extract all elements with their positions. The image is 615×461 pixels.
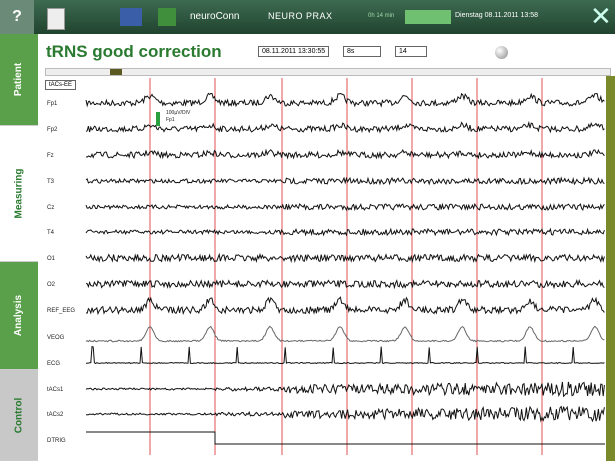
trace <box>85 202 605 212</box>
trace <box>85 278 605 290</box>
channel-label: ECG <box>47 361 60 367</box>
brand: neuroConn <box>190 11 240 22</box>
channel-label: VEOG <box>47 335 65 341</box>
trace <box>85 252 605 264</box>
trace <box>85 148 605 160</box>
scroll-thumb[interactable] <box>110 69 122 75</box>
trace <box>86 431 605 445</box>
right-bar <box>606 76 615 461</box>
montage-select[interactable]: tACs-EE <box>45 80 77 90</box>
trace <box>85 176 605 186</box>
save-icon[interactable] <box>120 8 142 26</box>
toolbar: ? neuroConn NEURO PRAX 0h 14 min Diensta… <box>0 0 615 34</box>
trace <box>85 345 605 365</box>
channel-label: T4 <box>47 230 55 236</box>
channel-label: DTRIG <box>47 438 66 444</box>
channel-label: O2 <box>47 282 56 288</box>
trace <box>85 92 605 108</box>
channel-label: Fz <box>47 153 54 159</box>
trace <box>85 120 605 134</box>
window-field[interactable]: 8s <box>343 46 381 57</box>
channel-label: REF_EEG <box>47 308 75 314</box>
scale-channel: Fp1 <box>166 117 175 123</box>
scale-label: 100µV/DIV <box>166 110 191 116</box>
channel-label: Fp1 <box>47 101 58 107</box>
channel-label: Fp2 <box>47 127 58 133</box>
channel-label: tACs1 <box>47 387 64 393</box>
trace <box>85 405 605 423</box>
progress <box>405 10 451 24</box>
scale-bar <box>156 112 160 126</box>
datetime: Dienstag 08.11.2011 13:58 <box>455 12 539 19</box>
scrollbar[interactable] <box>45 68 611 76</box>
close-button[interactable]: ✕ <box>590 1 612 31</box>
pdf-icon[interactable] <box>47 8 65 30</box>
tab[interactable]: Analysis <box>0 262 38 370</box>
channel-label: T3 <box>47 179 55 185</box>
channel-label: O1 <box>47 256 56 262</box>
trace <box>85 227 605 237</box>
channel-label: tACs2 <box>47 412 64 418</box>
trace <box>85 296 605 316</box>
status-ball <box>495 46 508 59</box>
timestamp-field[interactable]: 08.11.2011 13:30:55 <box>258 46 330 57</box>
elapsed: 0h 14 min <box>368 13 395 19</box>
product: NEURO PRAX <box>268 11 333 21</box>
print-icon[interactable] <box>158 8 176 26</box>
trace <box>85 381 605 398</box>
trace <box>85 325 605 343</box>
tab[interactable]: Patient <box>0 34 38 126</box>
help-button[interactable]: ? <box>0 0 34 34</box>
title: tRNS good correction <box>46 42 222 61</box>
tab[interactable]: Measuring <box>0 126 38 262</box>
channels-field[interactable]: 14 <box>395 46 427 57</box>
channel-label: Cz <box>47 205 54 211</box>
